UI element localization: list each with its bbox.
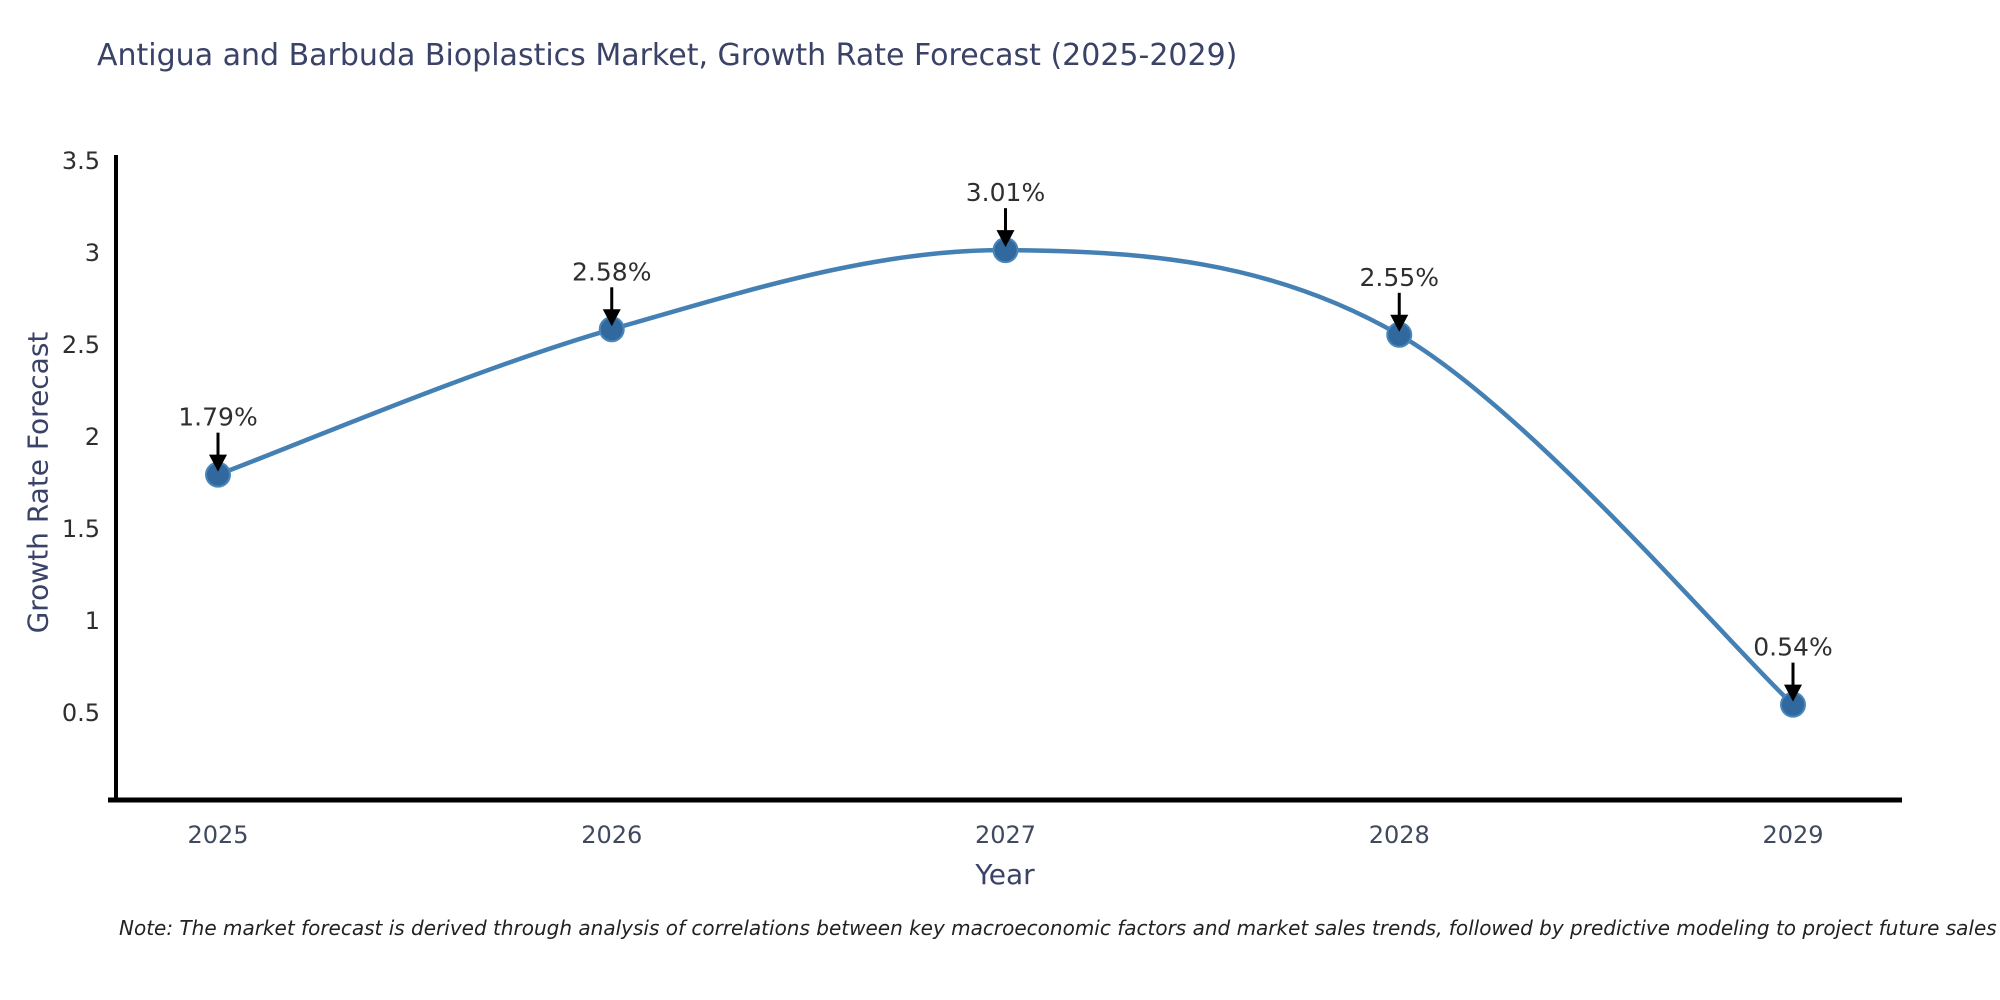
data-point-label: 1.79% xyxy=(178,403,257,432)
x-tick-label: 2026 xyxy=(581,821,642,849)
chart-note: Note: The market forecast is derived thr… xyxy=(119,916,1997,940)
trend-line xyxy=(215,247,1796,707)
x-tick-label: 2025 xyxy=(187,821,248,849)
y-tick-label: 1 xyxy=(85,607,100,635)
annotation-arrowhead xyxy=(1390,314,1409,332)
annotation-arrowhead xyxy=(996,230,1015,248)
x-axis-title: Year xyxy=(975,858,1035,891)
data-point-label: 0.54% xyxy=(1753,633,1832,662)
annotation-arrowhead xyxy=(602,309,621,327)
y-tick-label: 3.5 xyxy=(62,147,100,175)
y-tick-label: 2.5 xyxy=(62,331,100,359)
y-tick-label: 1.5 xyxy=(62,515,100,543)
x-tick-label: 2027 xyxy=(975,821,1036,849)
x-tick-label: 2028 xyxy=(1369,821,1430,849)
data-point-label: 3.01% xyxy=(966,178,1045,207)
annotation-arrowhead xyxy=(1784,684,1802,702)
y-tick-label: 2 xyxy=(85,423,100,451)
x-tick-label: 2029 xyxy=(1762,821,1823,849)
y-tick-label: 0.5 xyxy=(62,699,100,727)
data-point-label: 2.58% xyxy=(572,257,651,286)
data-point-label: 2.55% xyxy=(1360,263,1439,292)
annotation-arrowhead xyxy=(209,454,227,472)
y-tick-label: 3 xyxy=(85,239,100,267)
chart-title: Antigua and Barbuda Bioplastics Market, … xyxy=(97,38,1238,73)
